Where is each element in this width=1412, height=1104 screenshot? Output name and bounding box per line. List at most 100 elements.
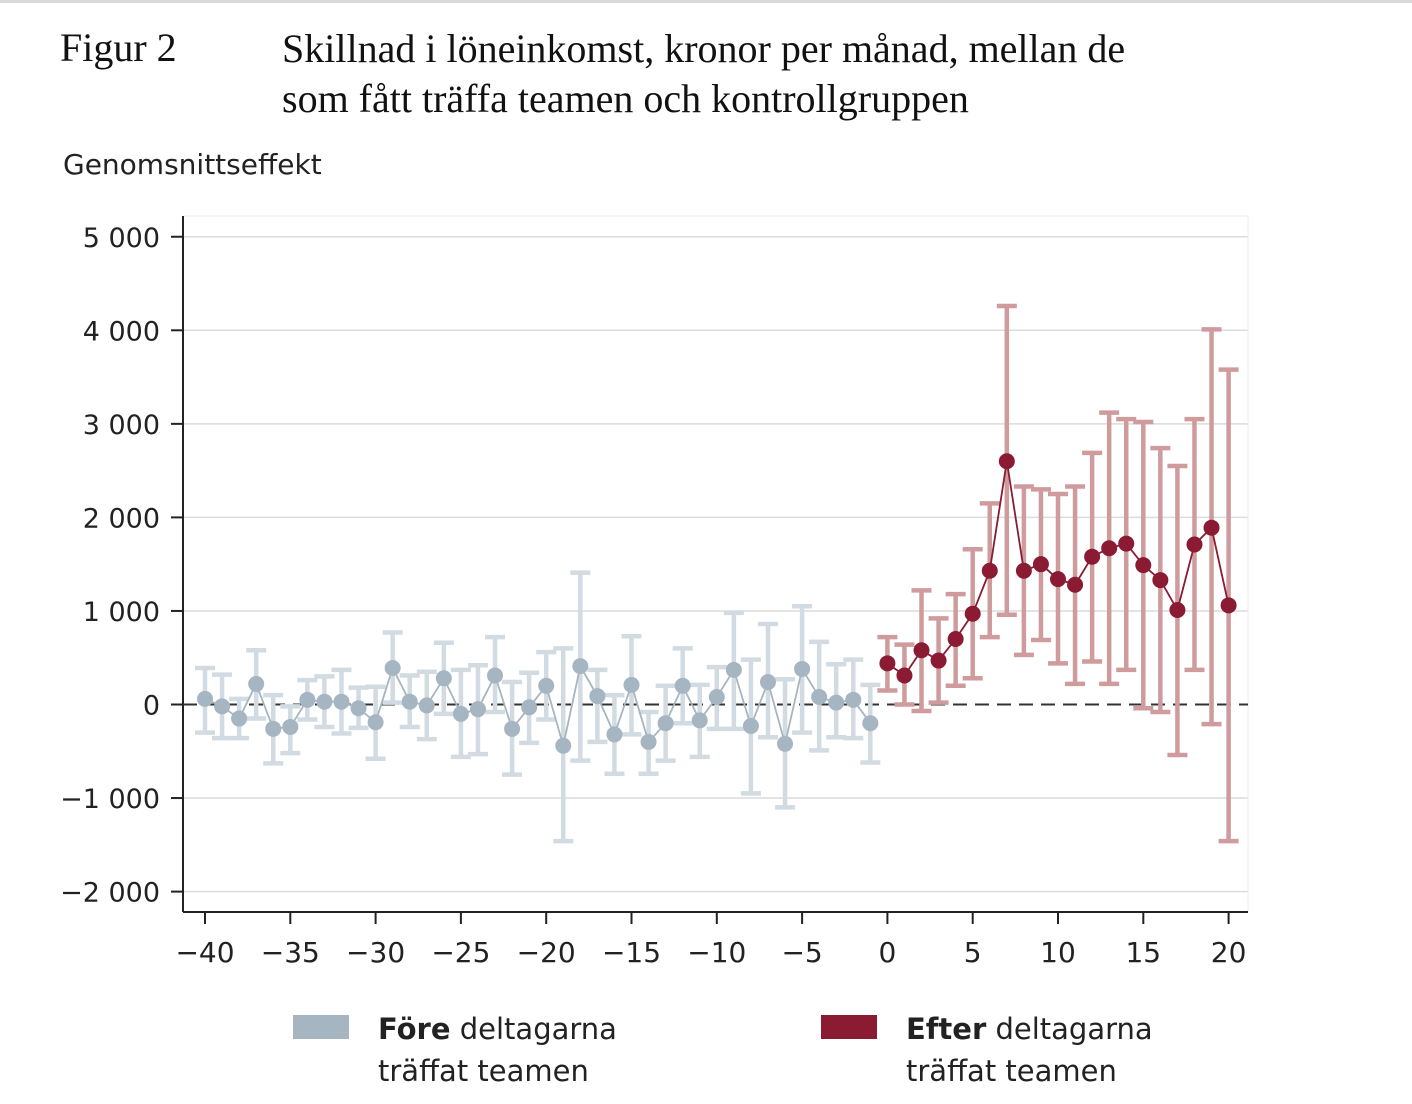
legend-swatch-fore bbox=[293, 1015, 349, 1039]
data-point bbox=[845, 691, 862, 708]
data-points bbox=[197, 453, 1237, 754]
data-point bbox=[896, 667, 913, 684]
data-point bbox=[691, 712, 708, 729]
data-point bbox=[998, 453, 1015, 470]
data-point bbox=[981, 562, 998, 579]
data-point bbox=[879, 655, 896, 672]
data-point bbox=[1015, 562, 1032, 579]
data-point bbox=[913, 642, 930, 659]
data-point bbox=[1067, 576, 1084, 593]
x-tick-label: −10 bbox=[687, 936, 746, 969]
x-tick-label: 0 bbox=[878, 936, 896, 969]
data-point bbox=[1135, 557, 1152, 574]
data-point bbox=[1203, 519, 1220, 536]
x-tick-label: −5 bbox=[781, 936, 822, 969]
x-tick-label: 10 bbox=[1040, 936, 1076, 969]
y-tick-label: 5 000 bbox=[83, 223, 160, 254]
data-point bbox=[231, 710, 248, 727]
x-tick-label: 5 bbox=[964, 936, 982, 969]
y-axis-title: Genomsnittseffekt bbox=[63, 148, 322, 181]
data-point bbox=[350, 700, 367, 717]
data-point bbox=[777, 735, 794, 752]
data-point bbox=[1186, 536, 1203, 553]
data-point bbox=[282, 718, 299, 735]
data-point bbox=[930, 652, 947, 669]
legend-efter-rest: deltagarna bbox=[986, 1012, 1153, 1046]
data-point bbox=[708, 689, 725, 706]
legend-item-efter: Efter deltagarna träffat teamen bbox=[906, 1008, 1153, 1092]
data-point bbox=[862, 715, 879, 732]
data-point bbox=[1101, 540, 1118, 557]
y-tick-label: 3 000 bbox=[83, 410, 160, 441]
x-tick-label: −25 bbox=[431, 936, 490, 969]
data-point bbox=[1050, 571, 1066, 588]
top-border-line bbox=[0, 0, 1412, 3]
data-point bbox=[521, 699, 538, 716]
figure-title: Skillnad i löneinkomst, kronor per månad… bbox=[282, 24, 1282, 124]
data-point bbox=[811, 689, 828, 706]
data-point bbox=[401, 693, 418, 710]
data-point bbox=[1032, 556, 1049, 573]
figure-title-line-2: som fått träffa teamen och kontrollgrupp… bbox=[282, 76, 969, 121]
data-point bbox=[1220, 597, 1237, 614]
y-tick-label: 2 000 bbox=[83, 503, 160, 534]
data-point bbox=[589, 688, 606, 705]
data-point bbox=[828, 694, 845, 711]
data-point bbox=[964, 605, 981, 622]
legend-fore-bold: Före bbox=[378, 1012, 451, 1046]
y-tick-label: 4 000 bbox=[83, 316, 160, 347]
axes: 5 000 4 000 3 000 2 000 1 000 0 −1 000 −2 000 −4… bbox=[60, 216, 1248, 969]
data-point bbox=[214, 698, 231, 715]
data-point bbox=[572, 658, 589, 675]
data-point bbox=[197, 690, 213, 707]
data-point bbox=[657, 715, 674, 732]
data-point bbox=[1118, 535, 1135, 552]
gridlines bbox=[183, 215, 1249, 912]
data-point bbox=[487, 667, 504, 684]
data-point bbox=[504, 720, 521, 737]
data-point bbox=[538, 677, 555, 694]
data-point bbox=[452, 705, 469, 722]
legend-item-fore: Före deltagarna träffat teamen bbox=[378, 1008, 617, 1092]
data-point bbox=[265, 720, 282, 737]
data-point bbox=[623, 676, 640, 693]
data-point bbox=[725, 661, 742, 678]
y-tick-label: −1 000 bbox=[60, 784, 160, 815]
x-tick-label: −30 bbox=[346, 936, 405, 969]
data-point bbox=[674, 677, 691, 694]
data-point bbox=[367, 714, 384, 731]
y-tick-label: −2 000 bbox=[60, 878, 160, 909]
figure-label: Figur 2 bbox=[60, 25, 177, 70]
legend-fore-line2: träffat teamen bbox=[378, 1054, 589, 1088]
data-point bbox=[1084, 548, 1101, 565]
x-tick-label: −15 bbox=[602, 936, 661, 969]
x-tick-label: −35 bbox=[261, 936, 320, 969]
data-point bbox=[1152, 572, 1169, 589]
x-tick-label: 15 bbox=[1125, 936, 1161, 969]
x-tick-label: −20 bbox=[517, 936, 576, 969]
figure-title-line-1: Skillnad i löneinkomst, kronor per månad… bbox=[282, 26, 1126, 71]
legend-efter-bold: Efter bbox=[906, 1012, 987, 1046]
data-point bbox=[418, 697, 435, 714]
data-point bbox=[469, 701, 486, 718]
y-tick-label: 1 000 bbox=[83, 597, 160, 628]
legend-efter-line2: träffat teamen bbox=[906, 1054, 1117, 1088]
legend-fore-rest: deltagarna bbox=[450, 1012, 617, 1046]
data-point bbox=[1169, 602, 1186, 619]
data-point bbox=[248, 675, 265, 692]
legend-swatch-efter bbox=[821, 1015, 877, 1039]
series-line bbox=[204, 663, 872, 746]
x-tick-label: 20 bbox=[1211, 936, 1247, 969]
data-point bbox=[435, 670, 452, 687]
data-point bbox=[947, 631, 964, 648]
data-point bbox=[299, 691, 316, 708]
data-point bbox=[333, 693, 350, 710]
data-point bbox=[555, 737, 572, 754]
x-tick-label: −40 bbox=[175, 936, 234, 969]
data-point bbox=[606, 726, 623, 743]
data-point bbox=[384, 660, 401, 677]
y-tick-label: 0 bbox=[143, 691, 160, 722]
data-point bbox=[640, 733, 657, 750]
data-point bbox=[316, 693, 333, 710]
